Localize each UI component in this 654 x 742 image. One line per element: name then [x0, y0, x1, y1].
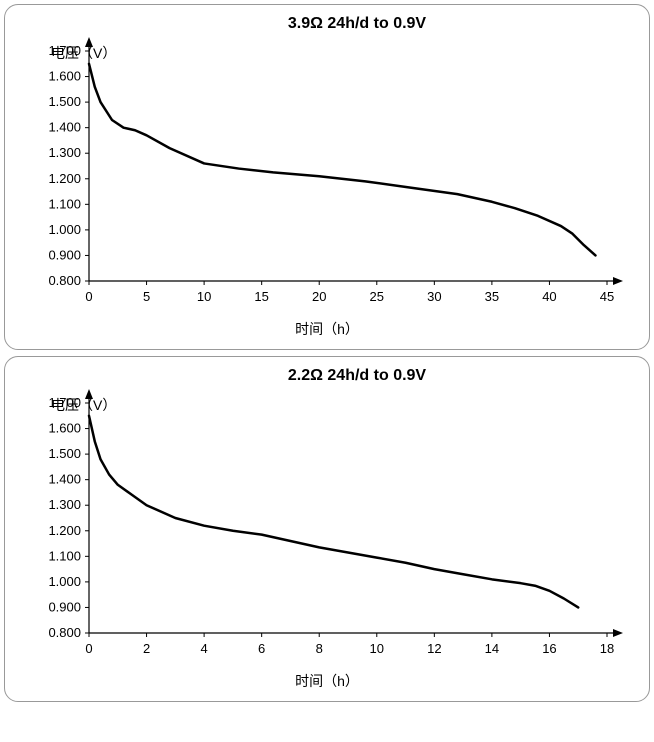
x-tick-label: 30: [427, 289, 441, 304]
y-tick-label: 1.200: [48, 171, 81, 186]
x-tick-label: 45: [600, 289, 614, 304]
x-tick-label: 12: [427, 641, 441, 656]
y-tick-label: 0.900: [48, 247, 81, 262]
x-axis-arrow: [613, 629, 623, 637]
x-axis-arrow: [613, 277, 623, 285]
y-tick-label: 0.900: [48, 599, 81, 614]
y-tick-label: 0.800: [48, 625, 81, 640]
x-tick-label: 25: [370, 289, 384, 304]
y-tick-label: 1.500: [48, 94, 81, 109]
chart-title: 2.2Ω 24h/d to 0.9V: [77, 367, 637, 385]
y-tick-label: 1.600: [48, 69, 81, 84]
chart-title: 3.9Ω 24h/d to 0.9V: [77, 15, 637, 33]
y-tick-label: 1.600: [48, 421, 81, 436]
y-tick-label: 1.100: [48, 196, 81, 211]
x-tick-label: 6: [258, 641, 265, 656]
y-tick-label: 1.300: [48, 145, 81, 160]
y-tick-label: 1.000: [48, 222, 81, 237]
x-axis-label: 时间（h）: [17, 319, 637, 339]
y-tick-label: 1.400: [48, 472, 81, 487]
x-tick-label: 18: [600, 641, 614, 656]
y-tick-label: 1.200: [48, 523, 81, 538]
x-tick-label: 16: [542, 641, 556, 656]
chart1-panel: 3.9Ω 24h/d to 0.9V电压（V）0.8000.9001.0001.…: [4, 4, 650, 350]
data-line: [89, 416, 578, 608]
x-tick-label: 10: [197, 289, 211, 304]
y-tick-label: 1.300: [48, 497, 81, 512]
x-tick-label: 10: [370, 641, 384, 656]
chart-svg: 0.800 0.900 1.000 1.100 1.200 1.300 1.400 1.500…: [17, 37, 627, 317]
x-tick-label: 35: [485, 289, 499, 304]
x-axis-label: 时间（h）: [17, 671, 637, 691]
y-tick-label: 1.100: [48, 548, 81, 563]
plot-area: 0.800 0.900 1.000 1.100 1.200 1.300 1.400 1.500…: [17, 37, 637, 317]
y-tick-label: 1.400: [48, 120, 81, 135]
y-tick-label: 1.500: [48, 446, 81, 461]
x-tick-label: 4: [200, 641, 207, 656]
chart2-panel: 2.2Ω 24h/d to 0.9V电压（V）0.8000.9001.0001.…: [4, 356, 650, 702]
y-axis-arrow: [85, 389, 93, 399]
data-line: [89, 64, 595, 256]
y-tick-label: 1.700: [48, 43, 81, 58]
y-tick-label: 1.000: [48, 574, 81, 589]
x-tick-label: 0: [85, 289, 92, 304]
x-tick-label: 14: [485, 641, 499, 656]
y-tick-label: 1.700: [48, 395, 81, 410]
x-tick-label: 20: [312, 289, 326, 304]
chart-svg: 0.800 0.900 1.000 1.100 1.200 1.300 1.400 1.500…: [17, 389, 627, 669]
x-tick-label: 2: [143, 641, 150, 656]
x-tick-label: 0: [85, 641, 92, 656]
y-tick-label: 0.800: [48, 273, 81, 288]
x-tick-label: 8: [316, 641, 323, 656]
y-axis-arrow: [85, 37, 93, 47]
x-tick-label: 40: [542, 289, 556, 304]
x-tick-label: 15: [254, 289, 268, 304]
x-tick-label: 5: [143, 289, 150, 304]
plot-area: 0.800 0.900 1.000 1.100 1.200 1.300 1.400 1.500…: [17, 389, 637, 669]
charts-container: 3.9Ω 24h/d to 0.9V电压（V）0.8000.9001.0001.…: [4, 4, 650, 702]
